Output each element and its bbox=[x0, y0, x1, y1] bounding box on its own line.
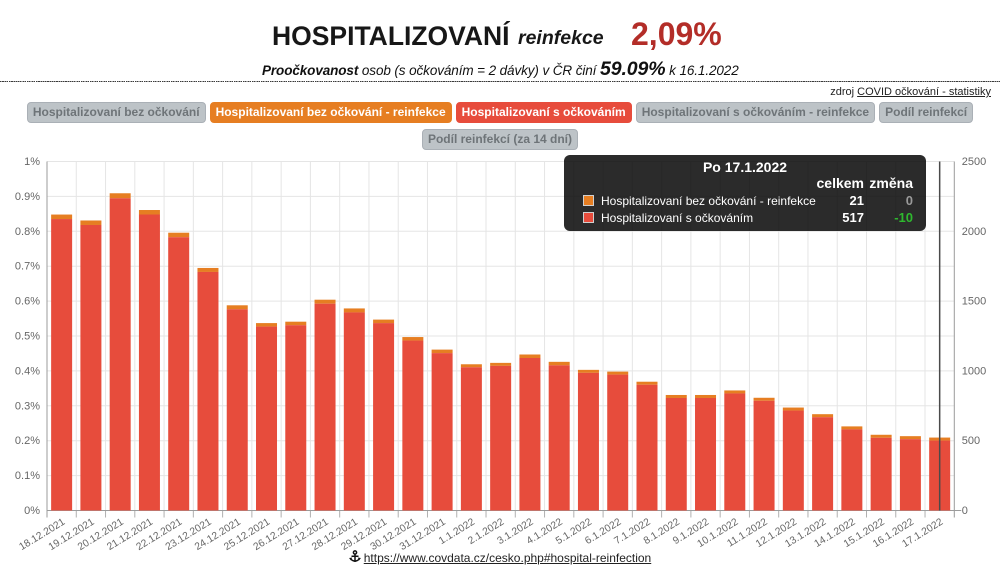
svg-text:0.7%: 0.7% bbox=[15, 261, 40, 273]
svg-text:500: 500 bbox=[962, 435, 980, 447]
svg-text:0.6%: 0.6% bbox=[15, 296, 40, 308]
svg-text:0.1%: 0.1% bbox=[15, 470, 40, 482]
svg-text:0: 0 bbox=[962, 505, 968, 517]
svg-text:0.2%: 0.2% bbox=[15, 435, 40, 447]
svg-text:0%: 0% bbox=[24, 505, 40, 517]
svg-text:0.8%: 0.8% bbox=[15, 226, 40, 238]
svg-text:1%: 1% bbox=[24, 156, 40, 168]
svg-text:2500: 2500 bbox=[962, 156, 986, 168]
svg-text:0.9%: 0.9% bbox=[15, 191, 40, 203]
svg-text:1000: 1000 bbox=[962, 365, 986, 377]
svg-text:0.3%: 0.3% bbox=[15, 400, 40, 412]
svg-text:0.5%: 0.5% bbox=[15, 331, 40, 343]
svg-text:0.4%: 0.4% bbox=[15, 365, 40, 377]
svg-text:2000: 2000 bbox=[962, 226, 986, 238]
svg-text:1500: 1500 bbox=[962, 296, 986, 308]
